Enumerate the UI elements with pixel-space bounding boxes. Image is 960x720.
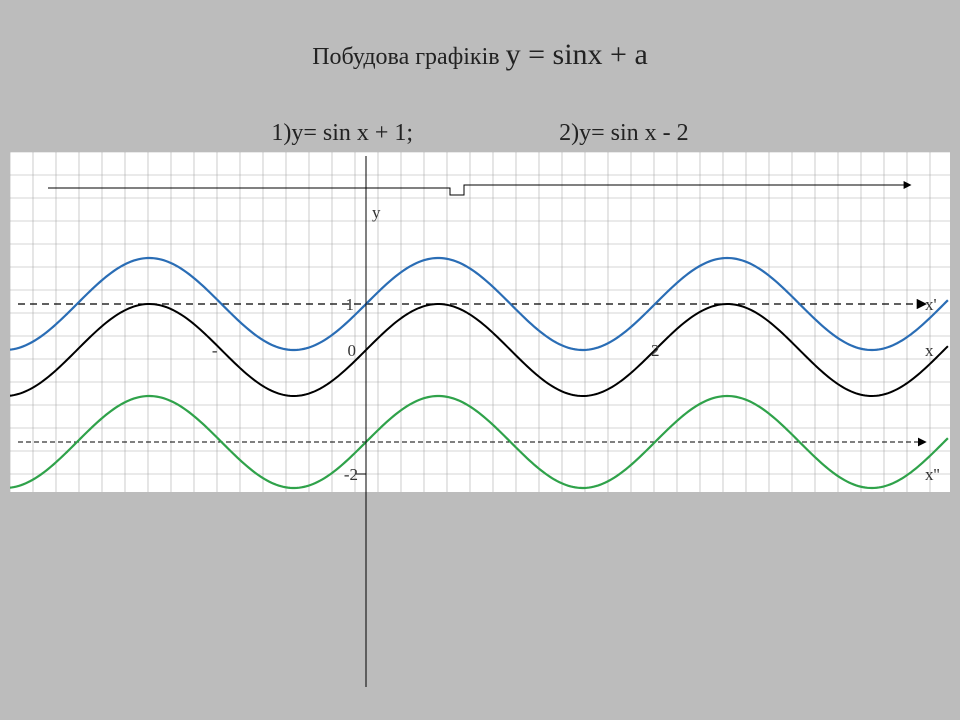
axis-label: 0 bbox=[348, 341, 357, 360]
chart-svg: y10-2-2xx'x'' bbox=[10, 152, 950, 702]
axis-label: y bbox=[372, 203, 381, 222]
axis-label: x'' bbox=[925, 465, 940, 484]
title-prefix: Побудова графіків bbox=[312, 44, 505, 70]
subtitle-left: 1)y= sin x + 1; bbox=[271, 120, 413, 147]
title-formula: y = sinx + a bbox=[506, 38, 648, 71]
page-title: Побудова графіків y = sinx + a bbox=[0, 38, 960, 72]
subtitle-right: 2)y= sin x - 2 bbox=[559, 120, 689, 147]
axis-label: x bbox=[925, 341, 934, 360]
axis-label: - bbox=[212, 341, 218, 360]
subtitle: 1)y= sin x + 1; 2)y= sin x - 2 bbox=[0, 120, 960, 147]
axis-label: 1 bbox=[346, 295, 355, 314]
chart-area: y10-2-2xx'x'' bbox=[10, 152, 950, 702]
axis-label: 2 bbox=[651, 341, 660, 360]
axis-label: x' bbox=[925, 295, 937, 314]
axis-label: -2 bbox=[344, 465, 358, 484]
